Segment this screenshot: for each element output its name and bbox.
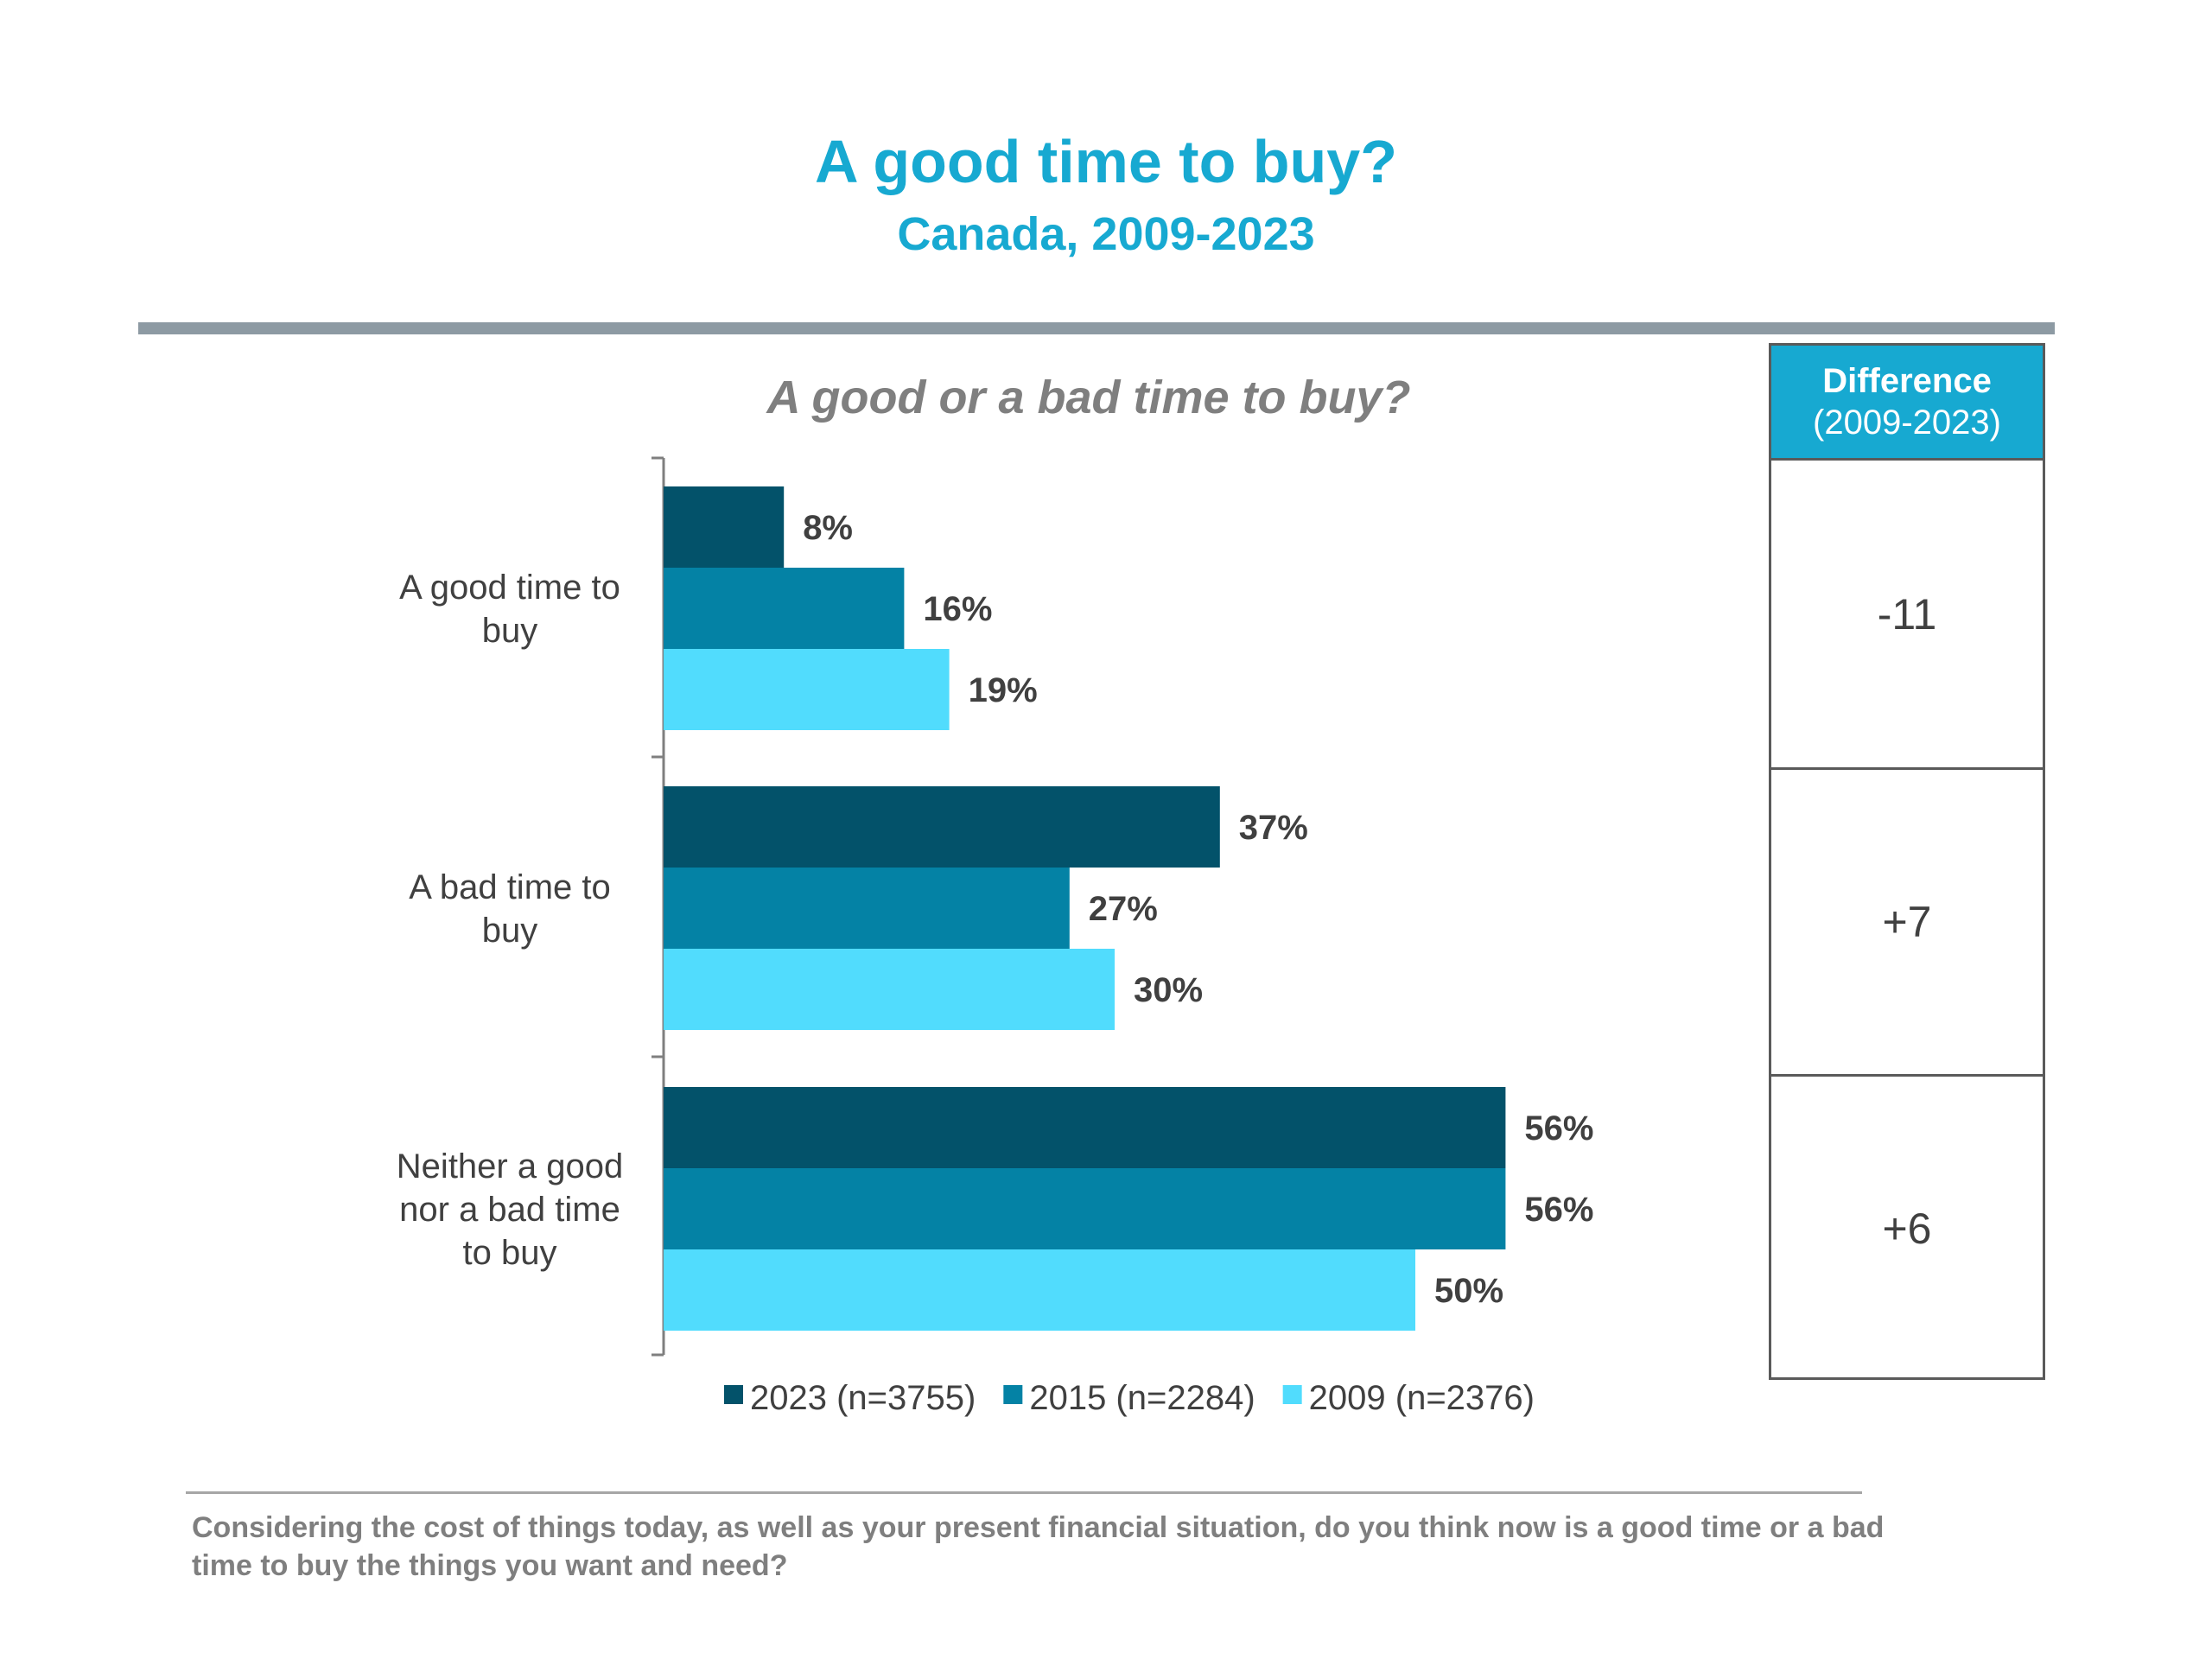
difference-header-label: Difference (1822, 362, 1992, 400)
category-label: A bad time to buy (409, 868, 610, 950)
legend-swatch (1003, 1385, 1023, 1404)
legend-label: 2009 (n=2376) (1309, 1379, 1535, 1417)
difference-table: Difference (2009-2023) -11 +7 +6 (1769, 343, 2045, 1380)
page-title: A good time to buy? (815, 128, 1397, 195)
bar (664, 649, 950, 730)
legend-swatch (1282, 1385, 1302, 1404)
footnote: Considering the cost of things today, as… (192, 1511, 1885, 1583)
bar (664, 1249, 1415, 1331)
difference-value-neither: +6 (1771, 1074, 2043, 1381)
page-subtitle: Canada, 2009-2023 (897, 208, 1315, 260)
data-label: 37% (1239, 809, 1308, 847)
footnote-divider (186, 1491, 1862, 1494)
difference-table-header: Difference (2009-2023) (1771, 346, 2043, 461)
data-label: 27% (1089, 890, 1158, 928)
bar (664, 486, 785, 568)
data-label: 56% (1524, 1191, 1593, 1229)
data-label: 30% (1134, 971, 1203, 1009)
difference-value-bad: +7 (1771, 767, 2043, 1074)
data-label: 19% (969, 671, 1038, 709)
difference-header-range: (2009-2023) (1813, 404, 2001, 442)
data-label: 8% (803, 509, 853, 547)
chart-title: A good or a bad time to buy? (766, 372, 1411, 423)
data-label: 56% (1524, 1109, 1593, 1147)
bar (664, 786, 1220, 868)
category-label: Neither a good nor a bad time to buy (397, 1147, 623, 1272)
category-label: A good time to buy (399, 569, 620, 650)
bar (664, 568, 905, 649)
difference-value-good: -11 (1877, 589, 1937, 639)
bar (664, 1168, 1506, 1249)
data-label: 50% (1434, 1272, 1503, 1310)
bar (664, 949, 1115, 1030)
legend-swatch (724, 1385, 743, 1404)
legend-label: 2023 (n=3755) (750, 1379, 976, 1417)
header-divider (138, 322, 2055, 334)
legend-label: 2015 (n=2284) (1029, 1379, 1255, 1417)
bar (664, 1087, 1506, 1168)
bar (664, 868, 1070, 949)
data-label: 16% (923, 590, 992, 628)
